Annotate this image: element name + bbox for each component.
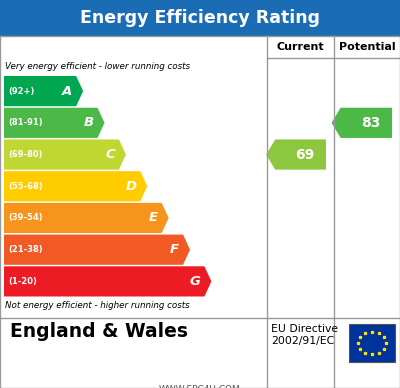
- Text: (1-20): (1-20): [8, 277, 37, 286]
- Text: (69-80): (69-80): [8, 150, 42, 159]
- Text: Current: Current: [277, 42, 324, 52]
- Text: (81-91): (81-91): [8, 118, 43, 127]
- Text: B: B: [84, 116, 94, 129]
- Polygon shape: [4, 203, 169, 233]
- Text: England & Wales: England & Wales: [10, 322, 188, 341]
- Bar: [349, 324, 395, 362]
- Text: Very energy efficient - lower running costs: Very energy efficient - lower running co…: [5, 62, 190, 71]
- Polygon shape: [4, 235, 190, 265]
- Text: (55-68): (55-68): [8, 182, 43, 191]
- Text: WWW.EPC4U.COM: WWW.EPC4U.COM: [159, 385, 241, 388]
- Text: A: A: [62, 85, 72, 98]
- Polygon shape: [266, 139, 326, 170]
- Text: EU Directive
2002/91/EC: EU Directive 2002/91/EC: [271, 324, 338, 346]
- Text: (21-38): (21-38): [8, 245, 43, 254]
- Bar: [0, 0, 400, 36]
- Text: 83: 83: [361, 116, 380, 130]
- Text: (92+): (92+): [8, 87, 34, 95]
- Polygon shape: [4, 108, 104, 138]
- Text: D: D: [125, 180, 136, 193]
- Text: Potential: Potential: [339, 42, 395, 52]
- Text: E: E: [149, 211, 158, 225]
- Polygon shape: [332, 108, 392, 138]
- Text: Energy Efficiency Rating: Energy Efficiency Rating: [80, 9, 320, 27]
- Polygon shape: [4, 266, 212, 296]
- Polygon shape: [4, 139, 126, 170]
- Text: F: F: [170, 243, 179, 256]
- Text: 69: 69: [295, 147, 314, 161]
- Text: C: C: [105, 148, 115, 161]
- Polygon shape: [4, 171, 147, 201]
- Text: G: G: [190, 275, 200, 288]
- Polygon shape: [4, 76, 83, 106]
- Text: (39-54): (39-54): [8, 213, 43, 222]
- Text: Not energy efficient - higher running costs: Not energy efficient - higher running co…: [5, 301, 190, 310]
